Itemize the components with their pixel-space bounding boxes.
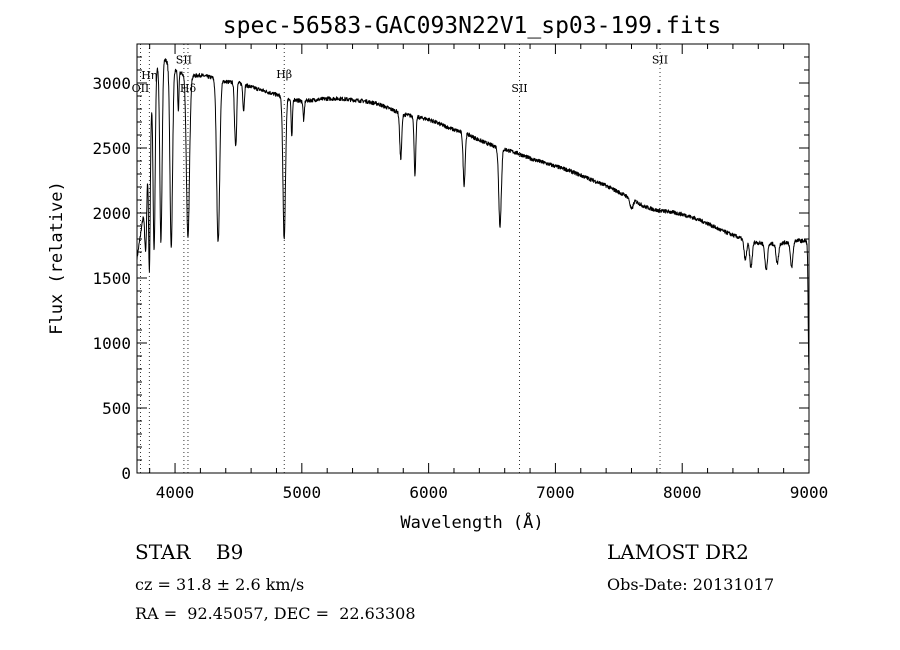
spectrum-line [136,58,810,371]
x-tick-label-5: 9000 [790,483,829,502]
y-tick-label-1: 500 [102,399,131,418]
reference-line-label-2: SII [176,54,192,67]
axis-ticks: 4000 5000 6000 7000 8000 9000 0 500 1000 1500 2000… [92,44,828,502]
x-tick-label-2: 6000 [409,483,448,502]
survey-label: LAMOST DR2 [607,540,749,564]
x-tick-label-4: 8000 [663,483,702,502]
chart-title: spec-56583-GAC093N22V1_sp03-199.fits [223,13,722,39]
observation-date: Obs-Date: 20131017 [607,575,775,594]
reference-line-label-0: OII [132,82,150,95]
object-subclass: B9 [215,540,244,564]
reference-line-label-6: SII [652,54,668,67]
y-tick-label-0: 0 [121,464,131,483]
reference-line-label-3: Hδ [180,82,197,95]
reference-line-label-1: Hη [141,69,157,82]
x-axis-label: Wavelength (Å) [400,511,543,533]
y-tick-label-6: 3000 [92,74,131,93]
y-axis-label: Flux (relative) [47,181,67,335]
reference-line-label-4: Hβ [276,68,292,81]
x-tick-label-3: 7000 [536,483,575,502]
x-tick-label-0: 4000 [156,483,195,502]
object-class-label: STAR [135,540,191,564]
reference-line-label-5: SII [511,82,527,95]
x-tick-label-1: 5000 [283,483,322,502]
object-class: STAR B9 [135,540,243,564]
y-tick-label-4: 2000 [92,204,131,223]
y-tick-label-5: 2500 [92,139,131,158]
y-tick-label-3: 1500 [92,269,131,288]
y-tick-label-2: 1000 [92,334,131,353]
plot-frame [136,43,810,474]
coordinates: RA = 92.45057, DEC = 22.63308 [135,604,416,623]
redshift-velocity: cz = 31.8 ± 2.6 km/s [135,575,305,594]
